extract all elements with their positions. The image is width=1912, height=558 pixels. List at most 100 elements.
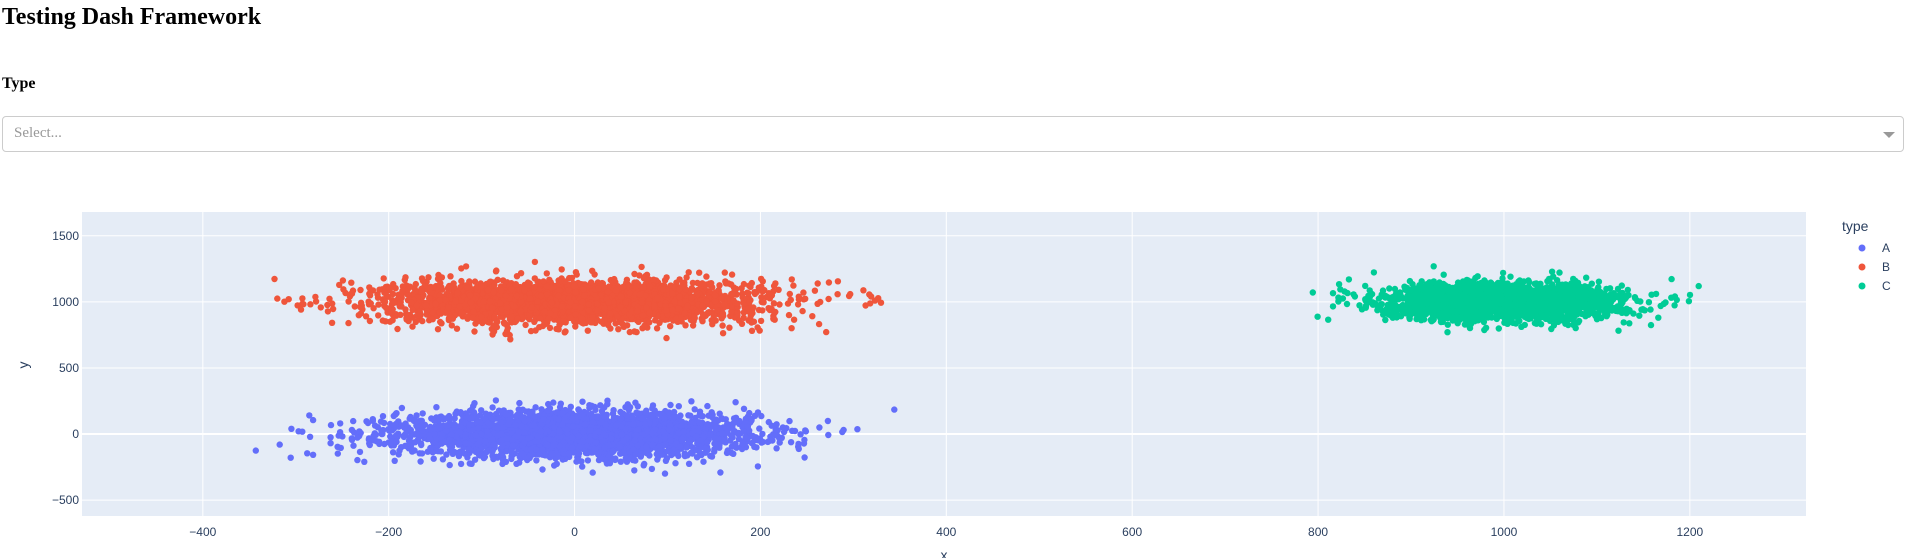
point-A: [520, 429, 528, 436]
point-A: [418, 426, 426, 434]
point-A: [697, 437, 704, 444]
point-A: [664, 447, 671, 455]
scatter-chart[interactable]: −400 −200 0 200 400 600 800 1000 1200 −500050010…: [0, 205, 1912, 558]
point-A: [516, 399, 523, 407]
point-A: [730, 415, 738, 422]
point-A: [602, 413, 610, 420]
point-A: [481, 453, 488, 461]
point-A: [555, 416, 562, 423]
point-A: [515, 429, 522, 436]
point-A: [550, 441, 558, 449]
point-A: [462, 440, 469, 447]
point-A: [649, 441, 656, 449]
point-A: [336, 429, 344, 436]
point-A: [512, 422, 519, 429]
point-A: [392, 411, 399, 418]
point-A: [405, 437, 413, 444]
point-B: [790, 282, 797, 289]
point-A: [662, 457, 670, 464]
point-B: [708, 317, 715, 324]
point-B: [522, 321, 529, 329]
point-A: [620, 410, 627, 418]
point-A: [632, 451, 640, 458]
point-A: [498, 430, 505, 438]
point-A: [776, 435, 783, 442]
point-A: [499, 436, 506, 444]
point-A: [642, 421, 649, 428]
point-A: [708, 453, 716, 460]
point-A: [369, 417, 377, 424]
point-A: [389, 449, 397, 456]
point-A: [670, 413, 678, 421]
point-A: [592, 439, 600, 446]
point-A: [430, 455, 437, 462]
point-A: [337, 420, 344, 427]
point-A: [451, 424, 459, 431]
point-A: [739, 440, 746, 447]
point-B: [638, 263, 645, 271]
point-A: [471, 456, 479, 463]
point-A: [354, 434, 361, 441]
point-A: [490, 441, 498, 448]
point-A: [620, 449, 627, 456]
point-A: [634, 403, 641, 410]
point-B: [531, 275, 538, 282]
point-A: [601, 404, 608, 411]
point-A: [484, 419, 492, 427]
point-A: [535, 451, 543, 458]
point-A: [545, 436, 553, 443]
point-A: [364, 419, 372, 427]
point-A: [412, 439, 419, 446]
point-A: [276, 441, 283, 448]
point-A: [631, 437, 638, 444]
point-A: [695, 428, 703, 435]
point-A: [406, 415, 413, 422]
type-dropdown[interactable]: Select...: [2, 116, 1904, 152]
point-A: [475, 424, 482, 432]
point-A: [446, 436, 453, 444]
point-A: [387, 433, 394, 440]
point-A: [565, 450, 573, 457]
point-A: [691, 406, 698, 413]
point-B: [653, 325, 661, 332]
point-A: [478, 430, 485, 438]
point-A: [567, 403, 574, 410]
point-B: [271, 275, 278, 283]
chevron-down-icon[interactable]: [1883, 132, 1895, 138]
plot-area[interactable]: [82, 212, 1806, 516]
point-A: [749, 432, 756, 440]
point-A: [643, 443, 650, 451]
point-A: [350, 417, 357, 425]
point-A: [398, 422, 405, 429]
point-A: [366, 441, 373, 449]
point-A: [539, 446, 546, 454]
point-A: [661, 470, 669, 477]
point-A: [531, 422, 538, 429]
point-B: [437, 318, 444, 326]
point-A: [649, 402, 657, 409]
point-B: [453, 325, 461, 332]
point-B: [847, 290, 854, 298]
point-A: [377, 418, 385, 425]
point-A: [801, 436, 808, 444]
point-A: [503, 435, 511, 442]
point-A: [398, 404, 406, 412]
point-A: [556, 427, 563, 434]
point-A: [419, 410, 426, 417]
point-A: [765, 418, 772, 426]
point-B: [787, 296, 794, 304]
point-A: [732, 399, 739, 406]
point-A: [392, 421, 399, 428]
point-A: [441, 438, 448, 446]
point-A: [891, 406, 898, 413]
point-A: [534, 433, 542, 440]
point-A: [327, 434, 334, 441]
point-A: [630, 446, 637, 453]
point-A: [569, 415, 576, 422]
point-A: [719, 415, 726, 423]
point-A: [802, 428, 810, 435]
point-B: [409, 323, 416, 330]
point-A: [489, 415, 496, 422]
point-A: [474, 419, 481, 427]
point-A: [513, 412, 520, 420]
